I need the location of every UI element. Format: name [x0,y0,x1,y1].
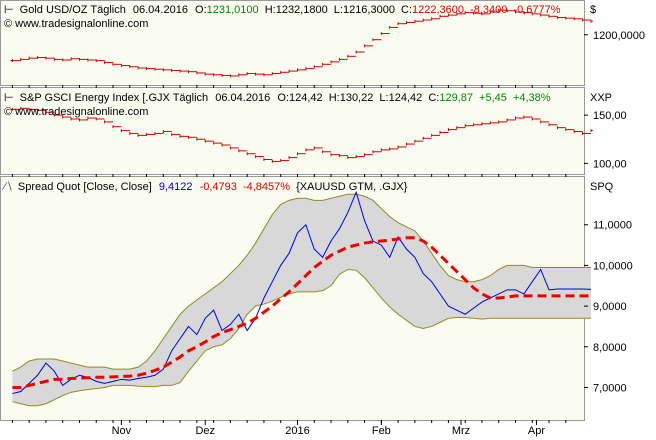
spread-series [12,190,591,395]
energy-high: 130,22 [340,92,374,104]
y-tick-label[interactable]: 1200,0000 [593,30,645,42]
energy-date: 06.04.2016 [215,92,270,104]
band-upper-line [12,193,591,372]
gold-title: Gold USD/OZ Täglich [20,4,126,16]
gold-price-bars [10,8,593,78]
y-tick-label[interactable]: 100,00 [593,158,627,170]
energy-low: 124,42 [389,92,423,104]
spread-quote-line[interactable] [12,190,591,395]
spread-value: 9,4122 [159,181,193,193]
spread-change: -0,4793 [200,181,237,193]
band-lower-line [12,268,591,407]
energy-change-pct: +4,38% [513,92,551,104]
spread-symbols: {XAUUSD GTM, .GJX} [296,181,408,193]
x-tick-label[interactable]: Feb [372,425,391,437]
y-tick-label[interactable]: 10,0000 [593,260,633,272]
gold-header: ⊢ Gold USD/OZ Täglich 06.04.2016 O:1231,… [4,3,561,16]
spread-change-pct: -4,8457% [243,181,290,193]
y-axis[interactable]: 1200,0000 150,00 100,00 11,0000 10,0000 9,000… [584,30,645,395]
gold-change-pct: -0,6777% [513,4,560,16]
x-axis: Nov Dez 2016 Feb Mrz Apr [11,85,567,437]
x-tick-label[interactable]: Dez [195,425,215,437]
x-tick-label[interactable]: 2016 [285,425,309,437]
gold-unit-label: $ [590,4,596,16]
band-fill [12,194,591,406]
y-tick-label[interactable]: 8,0000 [593,342,627,354]
energy-price-bars [10,106,593,163]
y-tick-label[interactable]: 150,00 [593,110,627,122]
gold-change: -8,3400 [470,4,507,16]
x-tick-label[interactable]: Nov [112,425,132,437]
energy-plot-area [0,87,585,175]
spread-band [12,193,591,407]
spread-header: ∕∖ Spread Quot [Close, Close] 9,4122 -0,… [1,181,408,193]
energy-close: 129,87 [439,92,473,104]
gold-date: 06.04.2016 [133,4,188,16]
gold-high: 1232,1800 [276,4,328,16]
energy-open: 124,42 [289,92,323,104]
energy-title: S&P GSCI Energy Index [.GJX Täglich [20,92,209,104]
y-tick-label[interactable]: 9,0000 [593,301,627,313]
y-tick-label[interactable]: 11,0000 [593,220,632,232]
x-tick-label[interactable]: Mrz [452,425,470,437]
energy-unit-label: XXP [590,92,612,104]
spread-unit-label: SPQ [590,181,614,193]
gold-low: 1216,3000 [343,4,395,16]
x-tick-label[interactable]: Apr [528,425,545,437]
spread-title: Spread Quot [Close, Close] [18,181,152,193]
energy-change: +5,45 [479,92,507,104]
energy-header: ⊢ S&P GSCI Energy Index [.GJX Täglich 06… [4,91,551,104]
gold-open: 1231,0100 [207,4,259,16]
gold-close: 1222,3600 [412,4,464,16]
gold-watermark: © www.tradesignalonline.com [4,18,148,30]
y-tick-label[interactable]: 7,0000 [593,382,627,394]
energy-watermark: © www.tradesignalonline.com [4,106,148,118]
